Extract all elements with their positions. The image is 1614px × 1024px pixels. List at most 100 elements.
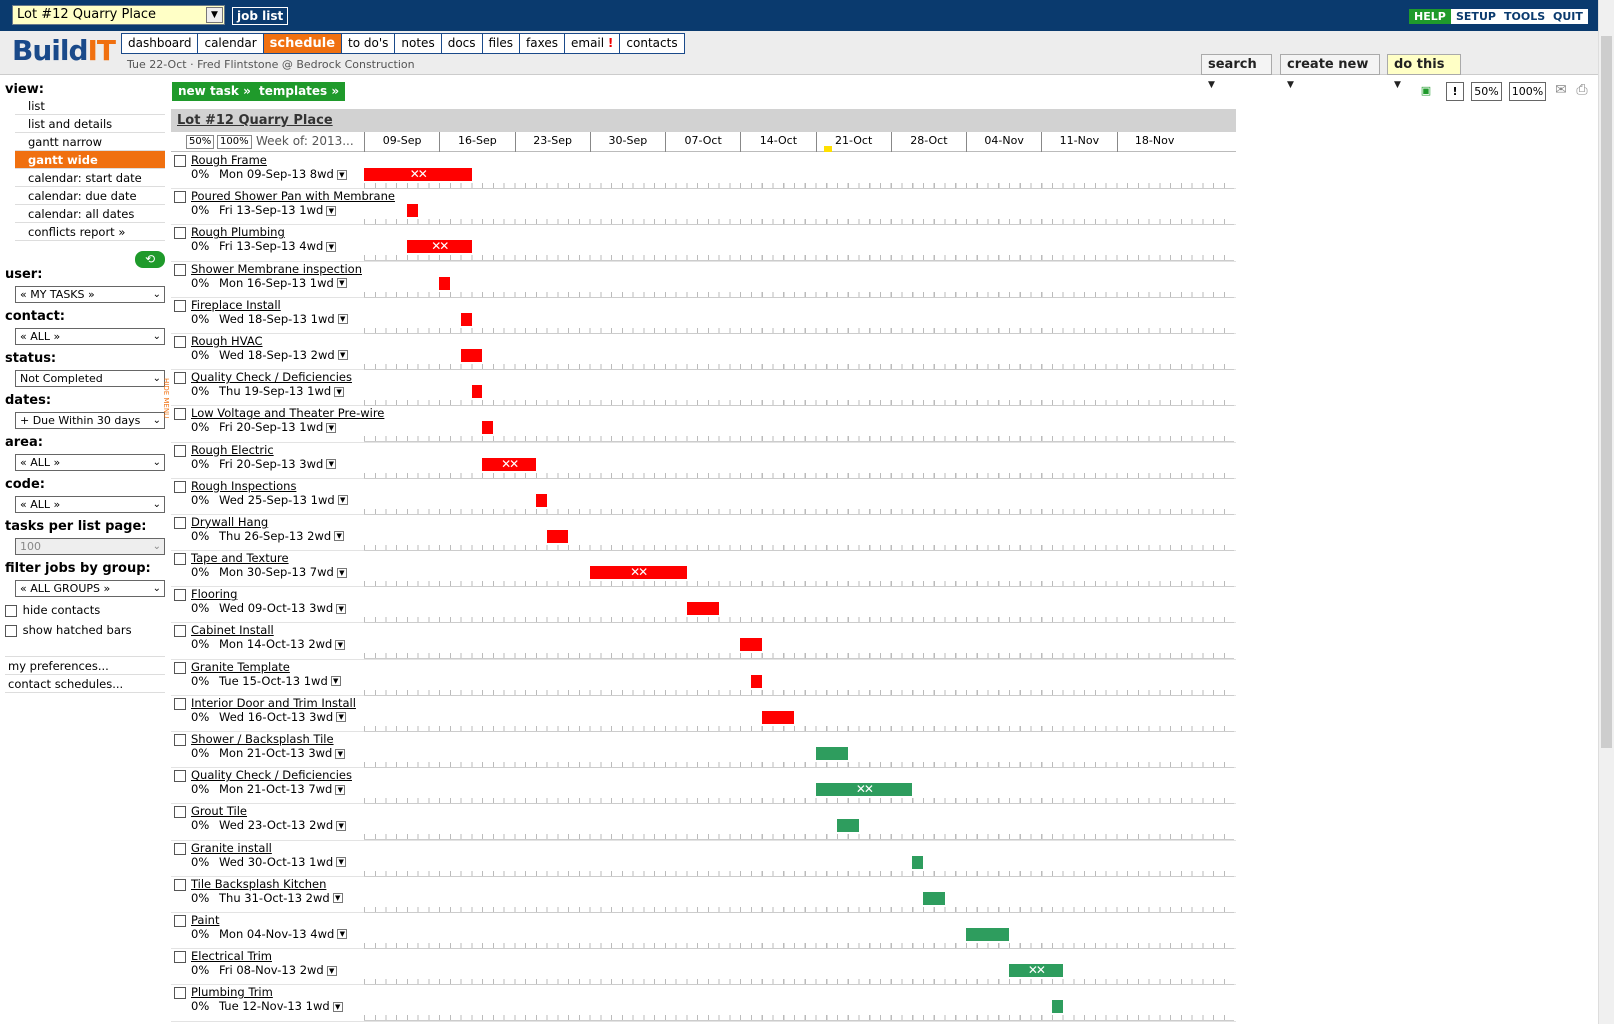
task-name-link[interactable]: Granite install <box>191 840 272 855</box>
task-menu-chevron-icon[interactable]: ▼ <box>336 857 347 868</box>
task-checkbox[interactable] <box>174 155 186 167</box>
scrollbar-thumb[interactable] <box>1601 36 1612 748</box>
help-button[interactable]: HELP <box>1409 9 1451 24</box>
tab-email[interactable]: email ! <box>565 33 621 54</box>
tab-docs[interactable]: docs <box>441 33 483 54</box>
gantt-bar[interactable] <box>923 891 945 905</box>
task-menu-chevron-icon[interactable]: ▼ <box>326 965 337 976</box>
task-checkbox[interactable] <box>174 842 186 855</box>
gantt-bar[interactable] <box>536 493 547 507</box>
new-task-button[interactable]: new task » <box>172 82 257 101</box>
gantt-bar[interactable]: ✕✕ <box>815 783 913 797</box>
tasks-per-page-select[interactable]: 100 ⌄ <box>15 538 165 555</box>
tab-contacts[interactable]: contacts <box>620 33 685 54</box>
templates-button[interactable]: templates » <box>253 82 346 101</box>
view-item[interactable]: list <box>15 97 165 115</box>
print-icon[interactable]: ⎙ <box>1576 82 1588 98</box>
gantt-bar[interactable] <box>482 421 493 435</box>
gantt-bar[interactable]: ✕✕ <box>482 457 536 471</box>
task-checkbox[interactable] <box>174 263 186 276</box>
view-item[interactable]: list and details <box>15 115 165 133</box>
task-menu-chevron-icon[interactable]: ▼ <box>336 278 347 289</box>
view-item[interactable]: gantt wide <box>15 151 165 169</box>
gantt-bar[interactable]: ✕✕ <box>589 566 687 580</box>
task-name-link[interactable]: Electrical Trim <box>191 949 272 964</box>
task-checkbox[interactable] <box>174 987 186 1000</box>
task-name-link[interactable]: Interior Door and Trim Install <box>191 695 356 710</box>
task-checkbox[interactable] <box>174 553 186 566</box>
gantt-bar[interactable] <box>966 927 1009 941</box>
task-checkbox[interactable] <box>174 878 186 891</box>
code-select[interactable]: « ALL » ⌄ <box>15 496 165 513</box>
task-name-link[interactable]: Rough HVAC <box>191 333 263 348</box>
alert-icon[interactable]: ! <box>1446 82 1464 101</box>
gantt-bar[interactable] <box>460 312 472 326</box>
gantt-bar[interactable] <box>686 602 719 616</box>
task-name-link[interactable]: Poured Shower Pan with Membrane <box>191 189 395 204</box>
contact-schedules-link[interactable]: contact schedules... <box>5 675 165 693</box>
quit-button[interactable]: QUIT <box>1548 9 1588 24</box>
task-checkbox[interactable] <box>174 372 186 385</box>
task-menu-chevron-icon[interactable]: ▼ <box>336 567 347 578</box>
view-item[interactable]: conflicts report » <box>15 223 165 241</box>
tab-notes[interactable]: notes <box>395 33 442 54</box>
export-excel-icon[interactable]: ▣ <box>1420 84 1432 97</box>
tab-calendar[interactable]: calendar <box>198 33 264 54</box>
gantt-bar[interactable] <box>460 348 483 362</box>
view-item[interactable]: calendar: due date <box>15 187 165 205</box>
task-checkbox[interactable] <box>174 914 186 927</box>
zoom-100-button[interactable]: 100% <box>1509 82 1546 101</box>
gantt-bar[interactable] <box>761 710 794 724</box>
refresh-icon[interactable]: ⟲ <box>135 251 165 268</box>
tab-schedule[interactable]: schedule <box>263 33 343 54</box>
task-menu-chevron-icon[interactable]: ▼ <box>337 495 348 506</box>
task-menu-chevron-icon[interactable]: ▼ <box>335 748 346 759</box>
task-menu-chevron-icon[interactable]: ▼ <box>336 820 347 831</box>
gantt-bar[interactable] <box>546 529 569 543</box>
task-menu-chevron-icon[interactable]: ▼ <box>326 422 337 433</box>
hide-contacts-checkbox[interactable] <box>5 604 17 617</box>
task-menu-chevron-icon[interactable]: ▼ <box>332 893 343 904</box>
task-menu-chevron-icon[interactable]: ▼ <box>326 241 337 252</box>
task-menu-chevron-icon[interactable]: ▼ <box>336 603 347 614</box>
task-checkbox[interactable] <box>174 480 186 493</box>
contact-select[interactable]: « ALL » ⌄ <box>15 328 165 345</box>
task-checkbox[interactable] <box>174 408 186 421</box>
zoom-50-button[interactable]: 50% <box>1471 82 1502 101</box>
task-menu-chevron-icon[interactable]: ▼ <box>337 350 348 361</box>
task-name-link[interactable]: Tile Backsplash Kitchen <box>191 876 327 891</box>
task-name-link[interactable]: Tape and Texture <box>191 551 289 566</box>
task-checkbox[interactable] <box>174 770 186 783</box>
task-checkbox[interactable] <box>174 444 186 457</box>
do-this-button[interactable]: do this ▼ <box>1387 54 1461 90</box>
task-menu-chevron-icon[interactable]: ▼ <box>335 784 346 795</box>
group-filter-select[interactable]: « ALL GROUPS » ⌄ <box>15 580 165 597</box>
task-checkbox[interactable] <box>174 227 186 240</box>
task-menu-chevron-icon[interactable]: ▼ <box>326 205 337 216</box>
task-menu-chevron-icon[interactable]: ▼ <box>334 386 345 397</box>
task-name-link[interactable]: Rough Inspections <box>191 478 297 493</box>
my-preferences-link[interactable]: my preferences... <box>5 657 165 675</box>
gantt-bar[interactable]: ✕✕ <box>364 168 472 181</box>
area-select[interactable]: « ALL » ⌄ <box>15 454 165 471</box>
task-menu-chevron-icon[interactable]: ▼ <box>330 676 341 687</box>
task-name-link[interactable]: Fireplace Install <box>191 297 281 312</box>
show-hatched-checkbox[interactable] <box>5 624 17 637</box>
mail-icon[interactable]: ✉ <box>1555 82 1567 98</box>
task-checkbox[interactable] <box>174 625 186 638</box>
user-select[interactable]: « MY TASKS » ⌄ <box>15 286 165 303</box>
tab-files[interactable]: files <box>482 33 521 54</box>
task-name-link[interactable]: Plumbing Trim <box>191 985 273 1000</box>
task-name-link[interactable]: Drywall Hang <box>191 514 269 529</box>
gantt-bar[interactable]: ✕✕ <box>1009 964 1063 978</box>
gantt-title-link[interactable]: Lot #12 Quarry Place <box>177 113 333 128</box>
task-name-link[interactable]: Rough Electric <box>191 442 274 457</box>
gantt-bar[interactable] <box>1052 1000 1063 1014</box>
gantt-bar[interactable] <box>815 747 848 760</box>
gantt-zoom-100-button[interactable]: 100% <box>217 135 252 149</box>
job-select[interactable]: Lot #12 Quarry Place ▼ <box>12 5 225 25</box>
task-checkbox[interactable] <box>174 335 186 348</box>
task-name-link[interactable]: Shower Membrane inspection <box>191 261 362 276</box>
task-checkbox[interactable] <box>174 516 186 529</box>
gantt-bar[interactable] <box>751 674 762 688</box>
